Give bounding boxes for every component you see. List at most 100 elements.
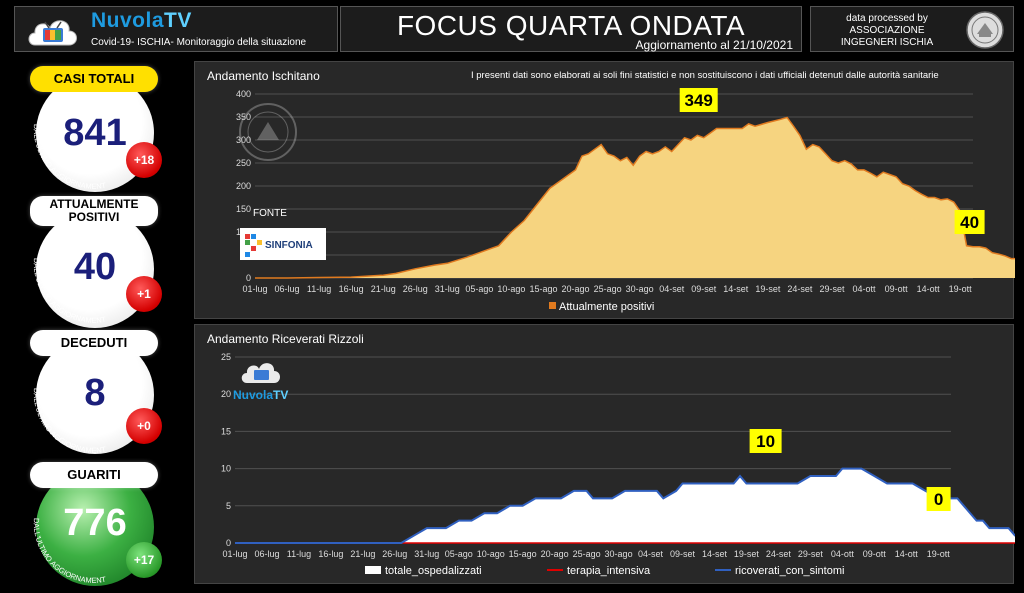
series-area-totale_ospedalizzati — [235, 468, 1015, 543]
x-tick-label: 24-set — [787, 284, 813, 294]
legend-label: Attualmente positivi — [559, 301, 654, 313]
watermark-text: NuvolaTV — [233, 388, 288, 402]
x-tick-label: 04-ott — [853, 284, 877, 294]
chart-andamento-ischitano: Andamento Ischitano I presenti dati sono … — [207, 69, 1015, 313]
x-tick-label: 15-ago — [509, 549, 537, 559]
legend: Attualmente positivi — [549, 301, 654, 313]
callout-text: 0 — [934, 490, 943, 509]
chart-panel-andamento-ischitano: Andamento Ischitano I presenti dati sono … — [194, 61, 1015, 319]
x-tick-label: 05-ago — [465, 284, 493, 294]
update-date: Aggiornamento al 21/10/2021 — [635, 38, 793, 52]
y-tick-label: 250 — [236, 158, 251, 168]
x-tick-label: 29-set — [819, 284, 845, 294]
stat-deceduti: 8 DECEDUTI +0 DALL'ULTIMO AGGIORNAMENTO — [24, 328, 164, 460]
x-tick-label: 31-lug — [414, 549, 439, 559]
nuvolatv-logo-icon — [28, 20, 77, 46]
x-tick-label: 15-ago — [529, 284, 557, 294]
x-tick-label: 14-set — [723, 284, 749, 294]
sinfonia-logo: SINFONIA — [240, 228, 326, 260]
callout-label: 40 — [954, 210, 985, 234]
x-tick-label: 19-ott — [927, 549, 951, 559]
chart-note: I presenti dati sono elaborati ai soli f… — [471, 70, 939, 81]
y-tick-label: 400 — [236, 89, 251, 99]
x-tick-label: 20-ago — [562, 284, 590, 294]
x-tick-label: 14-ott — [917, 284, 941, 294]
legend: totale_ospedalizzati terapia_intensiva ric… — [365, 565, 844, 577]
stat-label: DECEDUTI — [30, 330, 158, 356]
watermark-seal-icon — [239, 103, 297, 161]
x-tick-label: 24-set — [766, 549, 792, 559]
x-tick-label: 25-ago — [573, 549, 601, 559]
stat-attualmente-positivi: 40 ATTUALMENTE POSITIVI +1 DALL'ULTIMO A… — [24, 196, 164, 328]
legend-swatch — [365, 566, 381, 574]
stat-label: CASI TOTALI — [30, 66, 158, 92]
x-tick-label: 14-ott — [895, 549, 919, 559]
x-tick-label: 05-ago — [445, 549, 473, 559]
x-tick-label: 14-set — [702, 549, 728, 559]
x-tick-label: 04-set — [659, 284, 685, 294]
x-tick-label: 09-set — [670, 549, 696, 559]
x-tick-label: 04-ott — [831, 549, 855, 559]
source-logo-text: SINFONIA — [265, 240, 313, 251]
y-tick-label: 25 — [221, 352, 231, 362]
association-seal-icon — [966, 11, 1004, 49]
page-title: FOCUS QUARTA ONDATA — [396, 10, 746, 41]
y-tick-label: 0 — [246, 273, 251, 283]
x-tick-label: 19-ott — [949, 284, 973, 294]
callout-label: 0 — [926, 487, 951, 511]
source-label: FONTE — [253, 208, 287, 219]
stat-casi-totali: 841 CASI TOTALI +18 DALL'ULTIMO AGGIORNA… — [24, 64, 164, 194]
x-tick-label: 11-lug — [287, 549, 311, 559]
x-tick-label: 20-ago — [541, 549, 569, 559]
callout-text: 349 — [685, 91, 713, 110]
series-line-attualmente-positivi — [255, 116, 1015, 279]
x-tick-label: 09-ott — [885, 284, 909, 294]
series-area-attualmente-positivi — [255, 117, 1015, 278]
y-tick-label: 10 — [221, 464, 231, 474]
stat-label: ATTUALMENTE POSITIVI — [30, 196, 158, 226]
callout-label: 10 — [749, 429, 782, 453]
stat-value: 776 — [63, 502, 127, 544]
stat-guariti: 776 GUARITI +17 DALL'ULTIMO AGGIORNAMENT… — [24, 458, 164, 590]
stat-value: 40 — [73, 246, 117, 288]
chart-ricoverati-rizzoli: Andamento Riceverati Rizzoli051015202501… — [207, 332, 1015, 577]
legend-label: totale_ospedalizzati — [385, 565, 482, 577]
y-tick-label: 5 — [226, 501, 231, 511]
x-tick-label: 31-lug — [435, 284, 460, 294]
stat-delta-badge: +1 — [126, 276, 162, 312]
x-tick-label: 10-ago — [477, 549, 505, 559]
x-tick-label: 16-lug — [339, 284, 364, 294]
stat-delta-badge: +17 — [126, 542, 162, 578]
x-tick-label: 09-ott — [863, 549, 887, 559]
series-line-ricoverati_con_sintomi — [235, 467, 1015, 544]
callout-text: 40 — [960, 213, 979, 232]
y-tick-label: 20 — [221, 389, 231, 399]
x-tick-label: 29-set — [798, 549, 824, 559]
x-tick-label: 19-set — [734, 549, 760, 559]
callout-text: 10 — [756, 432, 775, 451]
nuvolatv-watermark-icon: NuvolaTV — [233, 363, 288, 402]
x-tick-label: 16-lug — [318, 549, 343, 559]
legend-label: terapia_intensiva — [567, 565, 651, 577]
header-brand-box: NuvolaTV Covid-19- ISCHIA- Monitoraggio … — [14, 6, 338, 52]
y-tick-label: 300 — [236, 135, 251, 145]
x-tick-label: 21-lug — [350, 549, 375, 559]
x-tick-label: 01-lug — [222, 549, 247, 559]
x-tick-label: 25-ago — [594, 284, 622, 294]
stat-delta-badge: +0 — [126, 408, 162, 444]
stat-delta-badge: +18 — [126, 142, 162, 178]
x-tick-label: 06-lug — [254, 549, 279, 559]
x-tick-label: 06-lug — [275, 284, 300, 294]
x-tick-label: 21-lug — [371, 284, 396, 294]
chart-title: Andamento Riceverati Rizzoli — [207, 332, 364, 346]
stat-label: GUARITI — [30, 462, 158, 488]
x-tick-label: 09-set — [691, 284, 717, 294]
x-tick-label: 30-ago — [626, 284, 654, 294]
x-tick-label: 01-lug — [242, 284, 267, 294]
x-tick-label: 30-ago — [605, 549, 633, 559]
callout-label: 349 — [679, 88, 718, 112]
x-tick-label: 11-lug — [307, 284, 331, 294]
y-tick-label: 150 — [236, 204, 251, 214]
stat-value: 8 — [84, 372, 106, 414]
stat-value: 841 — [63, 112, 127, 154]
